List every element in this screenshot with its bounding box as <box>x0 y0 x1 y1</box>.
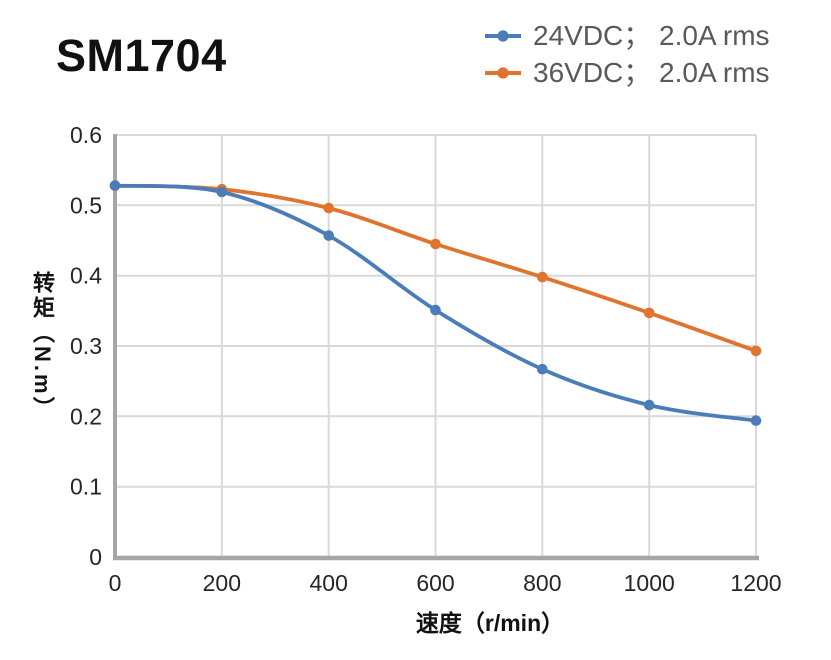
x-tick-label: 400 <box>310 570 348 596</box>
y-tick-label: 0.2 <box>70 403 102 429</box>
data-point-24vdc <box>537 363 548 375</box>
x-tick-label: 0 <box>109 570 122 596</box>
legend-item-36vdc: 36VDC； 2.0A rms <box>482 56 770 90</box>
data-point-24vdc <box>430 304 441 316</box>
data-point-36vdc <box>537 271 548 283</box>
data-point-36vdc <box>323 202 335 214</box>
x-tick-label: 1200 <box>730 570 781 596</box>
data-point-24vdc <box>323 230 335 241</box>
y-tick-label: 0 <box>89 544 102 570</box>
data-point-36vdc <box>430 238 441 250</box>
data-point-24vdc <box>109 180 121 191</box>
y-axis-title: 转矩（N.m） <box>30 270 55 422</box>
y-tick-label: 0.4 <box>70 263 102 289</box>
legend-dot-24vdc <box>497 30 509 42</box>
y-tick-label: 0.1 <box>70 474 102 500</box>
data-point-36vdc <box>750 345 762 357</box>
data-point-36vdc <box>643 307 655 319</box>
x-tick-label: 600 <box>416 570 454 596</box>
x-axis-title: 速度（r/min） <box>415 610 565 636</box>
page-title: SM1704 <box>56 30 227 81</box>
data-point-24vdc <box>750 415 762 426</box>
y-tick-label: 0.3 <box>70 333 102 359</box>
y-tick-label: 0.5 <box>70 192 102 218</box>
legend-item-24vdc: 24VDC； 2.0A rms <box>482 19 770 53</box>
legend-label-24vdc: 24VDC； 2.0A rms <box>533 20 770 51</box>
legend-line-dot-icon <box>485 30 521 42</box>
x-tick-label: 200 <box>203 570 241 596</box>
x-tick-label: 800 <box>523 570 561 596</box>
data-point-24vdc <box>643 399 655 411</box>
data-point-24vdc <box>216 186 228 198</box>
legend-line-dot-icon <box>485 67 521 79</box>
legend: 24VDC； 2.0A rms 36VDC； 2.0A rms <box>482 19 770 90</box>
y-tick-label: 0.6 <box>70 122 102 148</box>
legend-dot-36vdc <box>497 67 509 79</box>
legend-label-36vdc: 36VDC； 2.0A rms <box>533 57 770 88</box>
x-tick-label: 1000 <box>624 570 675 596</box>
